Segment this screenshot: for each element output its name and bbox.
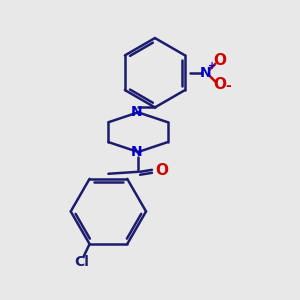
Text: Cl: Cl <box>74 255 89 269</box>
Text: -: - <box>225 79 231 93</box>
Text: O: O <box>213 53 226 68</box>
Text: O: O <box>213 77 226 92</box>
Text: N: N <box>130 145 142 159</box>
Text: N: N <box>130 105 142 119</box>
Text: +: + <box>208 61 217 71</box>
Text: O: O <box>155 163 168 178</box>
Text: N: N <box>200 66 211 80</box>
